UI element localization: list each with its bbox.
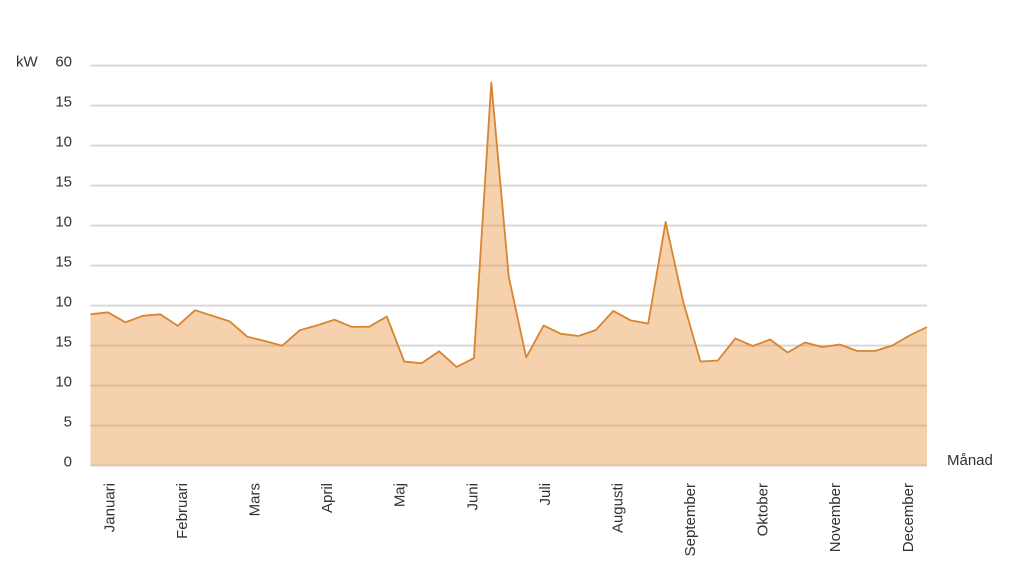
svg-text:10: 10 <box>55 293 72 310</box>
svg-text:10: 10 <box>55 373 72 390</box>
svg-text:5: 5 <box>64 413 72 430</box>
svg-text:15: 15 <box>55 333 72 350</box>
svg-text:10: 10 <box>55 133 72 150</box>
svg-text:Månad: Månad <box>947 452 993 469</box>
svg-text:60: 60 <box>55 53 72 70</box>
svg-text:April: April <box>319 483 336 513</box>
svg-text:15: 15 <box>55 93 72 110</box>
svg-text:Juni: Juni <box>464 483 481 511</box>
svg-text:10: 10 <box>55 213 72 230</box>
svg-text:Augusti: Augusti <box>609 483 626 533</box>
svg-text:Oktober: Oktober <box>755 483 772 536</box>
svg-text:December: December <box>900 483 917 552</box>
svg-text:Februari: Februari <box>174 483 191 539</box>
svg-text:Mars: Mars <box>247 483 264 516</box>
svg-text:Maj: Maj <box>392 483 409 507</box>
svg-text:September: September <box>682 483 699 556</box>
svg-text:kW: kW <box>16 53 39 70</box>
svg-text:Juli: Juli <box>537 483 554 506</box>
svg-text:15: 15 <box>55 253 72 270</box>
svg-text:15: 15 <box>55 173 72 190</box>
svg-text:Januari: Januari <box>101 483 118 532</box>
svg-text:November: November <box>827 483 844 552</box>
svg-text:0: 0 <box>64 453 72 470</box>
